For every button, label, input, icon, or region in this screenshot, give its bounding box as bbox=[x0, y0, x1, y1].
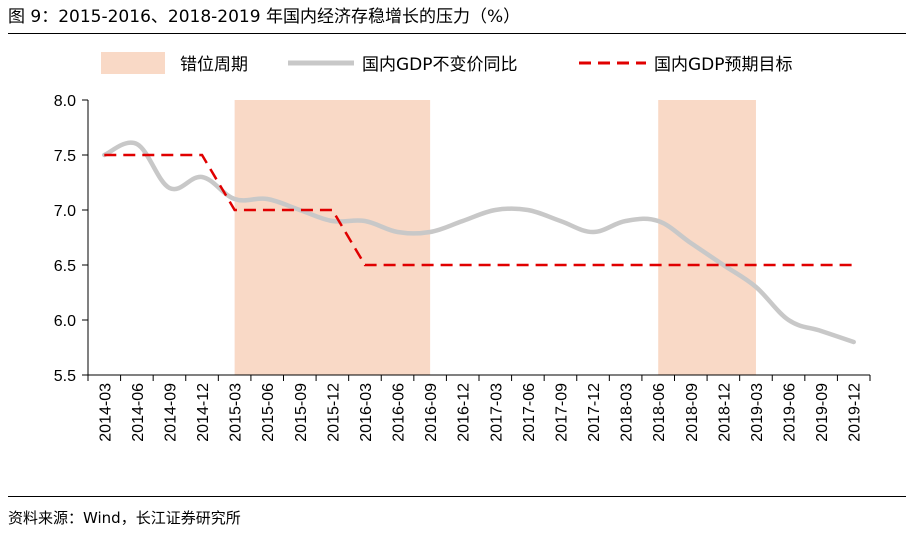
shaded-periods bbox=[234, 100, 756, 375]
series-layer bbox=[102, 140, 856, 345]
series-line-gdp-actual bbox=[102, 140, 856, 345]
legend: 错位周期 国内GDP不变价同比 国内GDP预期目标 bbox=[101, 52, 793, 75]
x-tick-label: 2016-06 bbox=[391, 383, 408, 442]
x-tick-label: 2015-06 bbox=[260, 383, 277, 442]
x-tick-label: 2018-12 bbox=[716, 383, 733, 442]
series-line-gdp-target bbox=[104, 153, 854, 267]
x-tick-label: 2015-12 bbox=[325, 383, 342, 442]
legend-label-shading: 错位周期 bbox=[180, 55, 248, 75]
y-tick-label: 6.5 bbox=[54, 258, 76, 275]
top-rule bbox=[8, 33, 906, 34]
x-tick-label: 2015-03 bbox=[228, 383, 245, 442]
x-tick-label: 2019-09 bbox=[814, 383, 831, 442]
x-tick-label: 2017-09 bbox=[553, 383, 570, 442]
shaded-period-1 bbox=[234, 100, 431, 375]
legend-label-actual: 国内GDP不变价同比 bbox=[362, 55, 518, 75]
x-tick-label: 2017-03 bbox=[488, 383, 505, 442]
x-tick-label: 2014-03 bbox=[97, 383, 114, 442]
x-tick-label: 2015-09 bbox=[293, 383, 310, 442]
y-tick-label: 5.5 bbox=[54, 368, 76, 385]
y-tick-label: 8.0 bbox=[54, 93, 76, 110]
legend-label-target: 国内GDP预期目标 bbox=[654, 55, 793, 75]
x-tick-label: 2019-06 bbox=[782, 383, 799, 442]
x-tick-label: 2018-09 bbox=[684, 383, 701, 442]
x-tick-label: 2017-12 bbox=[586, 383, 603, 442]
x-tick-label: 2019-03 bbox=[749, 383, 766, 442]
shaded-period-2 bbox=[658, 100, 756, 375]
x-tick-label: 2019-12 bbox=[847, 383, 864, 442]
y-tick-label: 7.5 bbox=[54, 148, 76, 165]
figure-title: 图 9：2015-2016、2018-2019 年国内经济存稳增长的压力（%） bbox=[8, 7, 521, 27]
y-tick-label: 6.0 bbox=[54, 313, 76, 330]
x-tick-label: 2016-09 bbox=[423, 383, 440, 442]
legend-swatch-shading bbox=[101, 52, 165, 74]
x-tick-label: 2014-12 bbox=[195, 383, 212, 442]
y-tick-label: 7.0 bbox=[54, 203, 76, 220]
x-tick-label: 2014-06 bbox=[130, 383, 147, 442]
x-tick-label: 2014-09 bbox=[162, 383, 179, 442]
x-tick-label: 2018-06 bbox=[651, 383, 668, 442]
axes: 8.0 7.5 7.0 6.5 6.0 5.5 2014-03 2014-06 2014-09 2… bbox=[54, 93, 871, 442]
bottom-rule bbox=[8, 496, 906, 497]
x-tick-label: 2016-03 bbox=[358, 383, 375, 442]
x-tick-label: 2018-03 bbox=[619, 383, 636, 442]
x-tick-label: 2016-12 bbox=[456, 383, 473, 442]
chart: 8.0 7.5 7.0 6.5 6.0 5.5 2014-03 2014-06 2014-09 2… bbox=[54, 52, 871, 442]
source-note: 资料来源：Wind，长江证券研究所 bbox=[8, 509, 241, 527]
x-tick-label: 2017-06 bbox=[521, 383, 538, 442]
